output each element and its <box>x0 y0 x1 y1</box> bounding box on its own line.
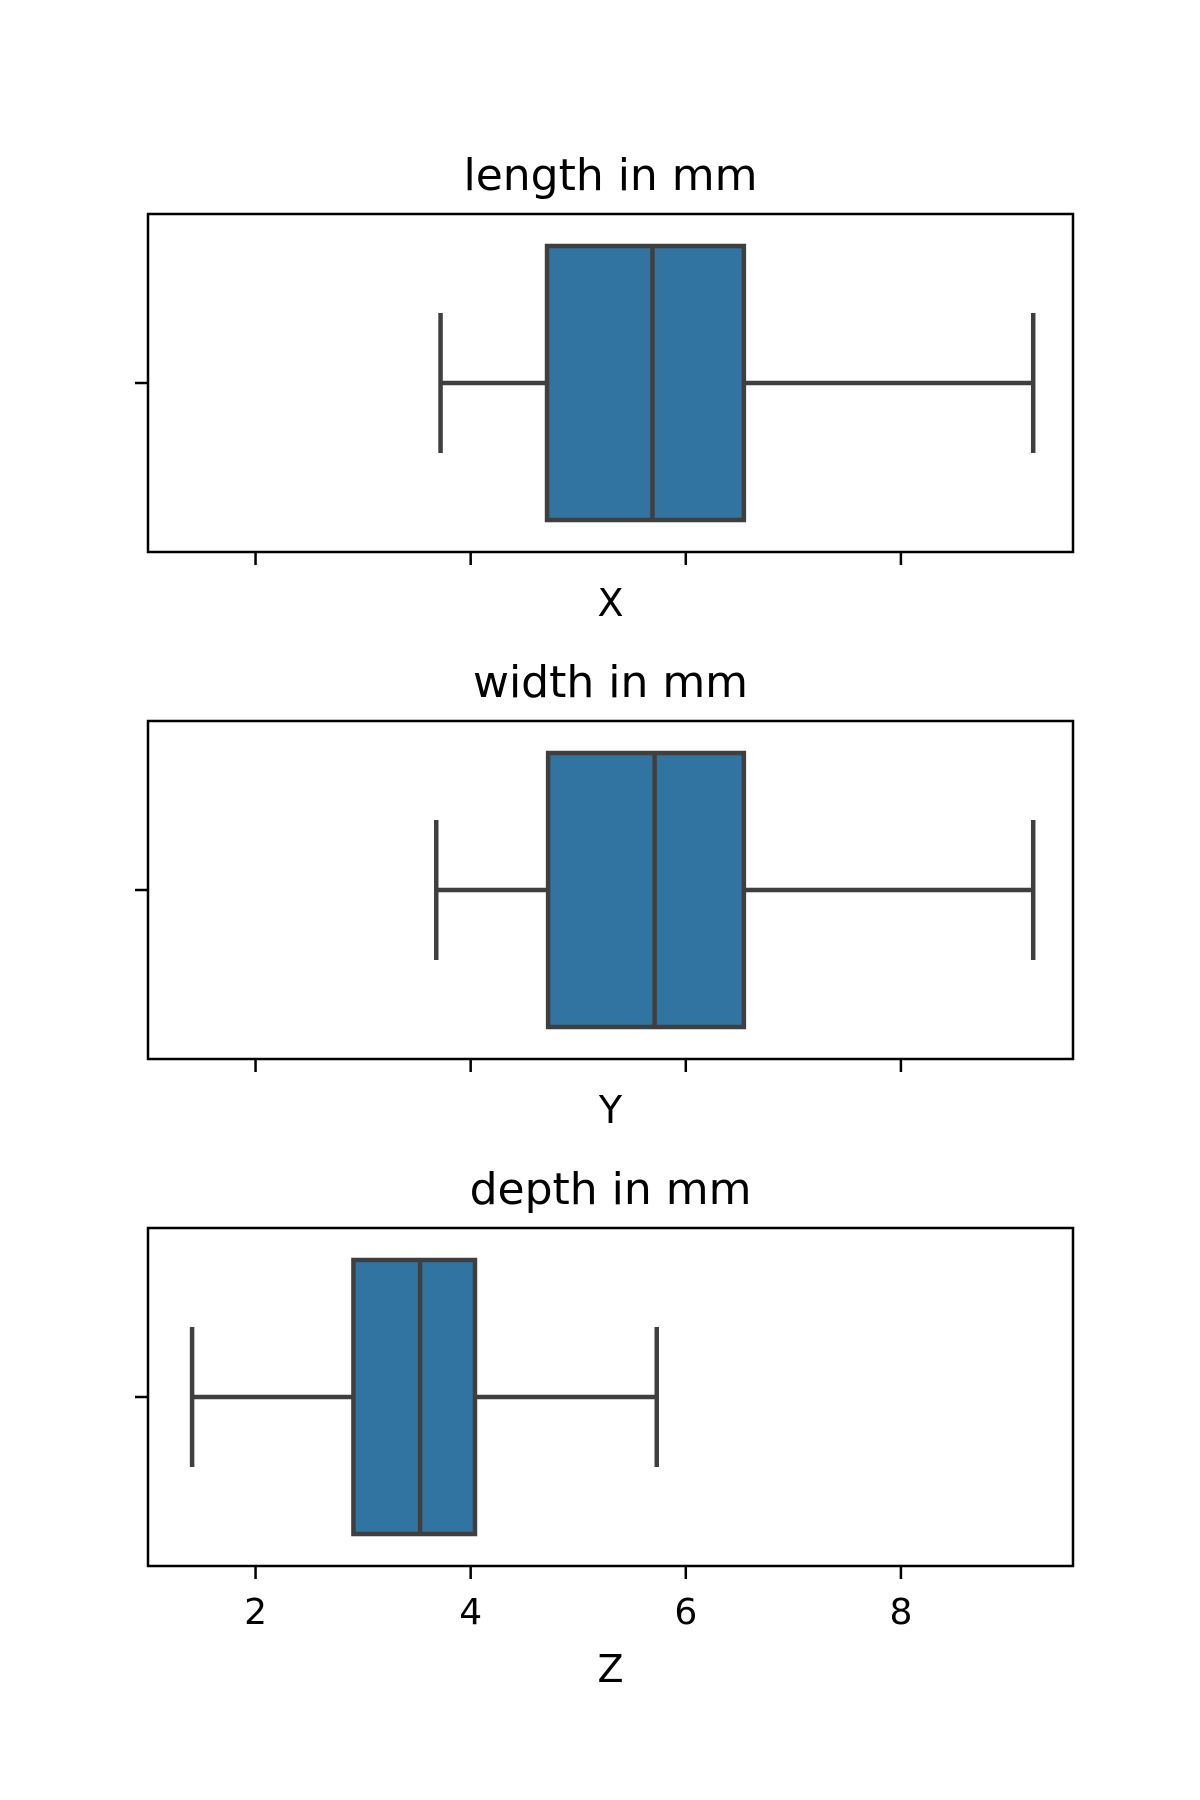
subplot-title: width in mm <box>473 657 748 708</box>
subplot-title: length in mm <box>463 150 757 201</box>
iqr-box <box>351 1257 478 1537</box>
subplot-2: width in mm Y <box>135 657 1075 1132</box>
x-axis-label: Z <box>597 1647 623 1691</box>
subplot-1: length in mm X <box>135 150 1075 625</box>
x-axis-label: Y <box>598 1088 623 1132</box>
x-tick-label: 2 <box>244 1592 267 1633</box>
iqr-box <box>545 750 747 1030</box>
x-axis-label: X <box>597 581 623 625</box>
x-tick-label: 8 <box>889 1592 912 1633</box>
subplot-3: depth in mm 2 4 6 8 Z <box>135 1164 1075 1691</box>
subplot-title: depth in mm <box>470 1164 752 1215</box>
x-tick-label: 4 <box>459 1592 482 1633</box>
x-tick-label: 6 <box>674 1592 697 1633</box>
iqr-box <box>544 243 747 523</box>
